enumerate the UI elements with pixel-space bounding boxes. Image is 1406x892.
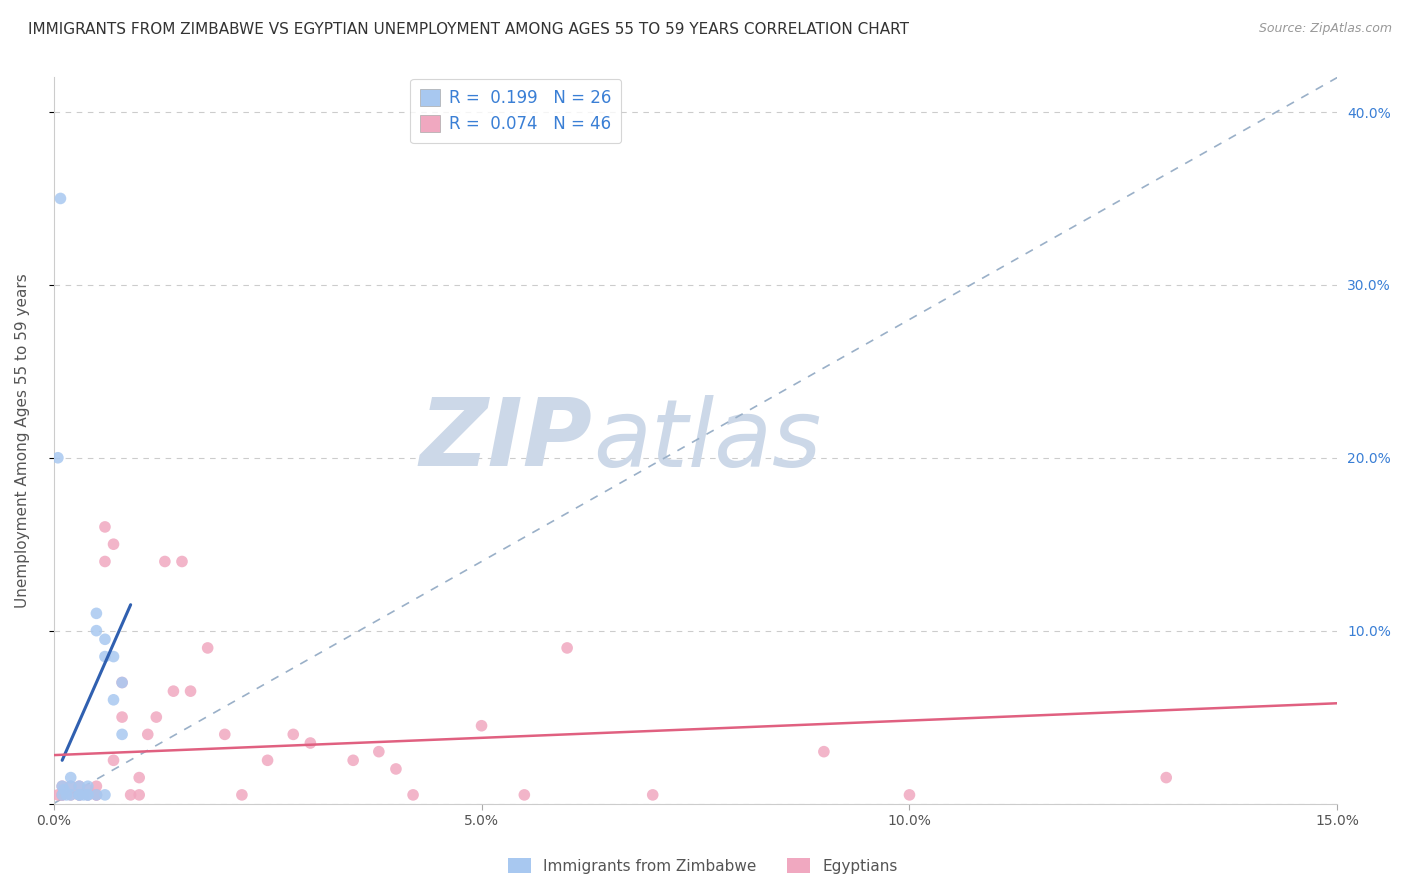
Point (111, 727, 134, 741)
Point (641, 788, 664, 802)
Point (136, 727, 159, 741)
Point (59, 779, 82, 793)
Point (86, 788, 108, 802)
Point (76, 788, 98, 802)
Point (76, 782, 98, 797)
Point (153, 554, 176, 568)
Text: Source: ZipAtlas.com: Source: ZipAtlas.com (1258, 22, 1392, 36)
Point (67, 788, 90, 802)
Point (76, 779, 98, 793)
Point (402, 788, 425, 802)
Point (197, 640, 219, 655)
Point (470, 719, 492, 733)
Point (299, 736, 322, 750)
Point (283, 727, 305, 741)
Point (94, 632, 117, 647)
Point (72, 788, 94, 802)
Point (76, 788, 98, 802)
Point (51, 779, 73, 793)
Legend: R =  0.199   N = 26, R =  0.074   N = 46: R = 0.199 N = 26, R = 0.074 N = 46 (411, 78, 621, 144)
Point (55, 788, 77, 802)
Point (103, 753, 125, 767)
Point (86, 788, 108, 802)
Point (59, 771, 82, 785)
Point (180, 684, 202, 698)
Point (120, 788, 142, 802)
Point (111, 710, 134, 724)
Point (898, 788, 921, 802)
Point (94, 554, 117, 568)
Point (555, 640, 578, 655)
Point (231, 788, 253, 802)
Point (52, 782, 75, 797)
Point (145, 710, 167, 724)
Point (103, 537, 125, 551)
Point (94, 788, 117, 802)
Point (51, 788, 73, 802)
Legend: Immigrants from Zimbabwe, Egyptians: Immigrants from Zimbabwe, Egyptians (502, 852, 904, 880)
Point (86, 788, 108, 802)
Point (67, 779, 90, 793)
Point (128, 771, 150, 785)
Point (103, 693, 125, 707)
Point (46, 450, 69, 465)
Point (94, 520, 117, 534)
Point (59, 788, 82, 802)
Point (111, 675, 134, 690)
Point (256, 753, 278, 767)
Text: IMMIGRANTS FROM ZIMBABWE VS EGYPTIAN UNEMPLOYMENT AMONG AGES 55 TO 59 YEARS CORR: IMMIGRANTS FROM ZIMBABWE VS EGYPTIAN UNE… (28, 22, 910, 37)
Point (94, 649, 117, 664)
Point (162, 684, 184, 698)
Point (111, 675, 134, 690)
Point (67, 788, 90, 802)
Point (385, 762, 408, 776)
Point (170, 554, 193, 568)
Point (67, 779, 90, 793)
Point (67, 788, 90, 802)
Point (46, 788, 69, 802)
Point (342, 753, 364, 767)
Point (128, 788, 150, 802)
Text: ZIP: ZIP (420, 394, 593, 486)
Point (214, 727, 236, 741)
Point (86, 624, 108, 638)
Point (67, 788, 90, 802)
Point (51, 788, 73, 802)
Point (59, 788, 82, 802)
Point (86, 607, 108, 621)
Point (367, 745, 389, 759)
Point (1154, 771, 1177, 785)
Point (513, 788, 536, 802)
Point (49, 191, 72, 205)
Point (813, 745, 835, 759)
Point (76, 788, 98, 802)
Point (103, 649, 125, 664)
Point (59, 779, 82, 793)
Point (51, 779, 73, 793)
Y-axis label: Unemployment Among Ages 55 to 59 years: Unemployment Among Ages 55 to 59 years (15, 273, 30, 607)
Point (51, 788, 73, 802)
Text: atlas: atlas (593, 395, 821, 486)
Point (86, 779, 108, 793)
